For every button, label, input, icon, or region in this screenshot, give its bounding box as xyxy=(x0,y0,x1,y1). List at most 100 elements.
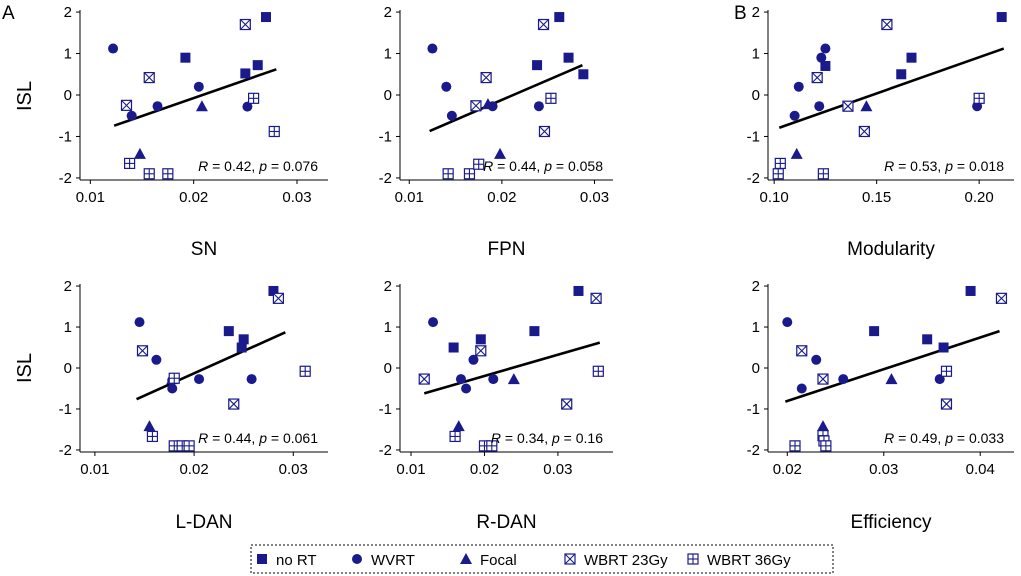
legend-marker xyxy=(257,554,267,564)
data-point-no-rt xyxy=(896,69,907,80)
y-tick-label: 2 xyxy=(752,278,760,295)
plots-area: -2 -1 0 1 2 0.01 0.02 0.03 SN R = 0.42, p = 0.076… xyxy=(59,4,1014,533)
data-point-wbrt-23gy xyxy=(475,345,487,357)
data-point-wvrt xyxy=(820,43,831,54)
y-tick-label: -1 xyxy=(379,128,392,145)
data-point-wbrt-36gy xyxy=(299,365,311,377)
data-point-wvrt xyxy=(814,101,825,112)
data-point-wbrt-36gy xyxy=(248,92,260,104)
x-tick-label: 0.02 xyxy=(179,189,208,206)
data-point-no-rt xyxy=(475,334,486,345)
x-axis-label: Efficiency xyxy=(851,512,932,533)
stat-annotation: R = 0.49, p = 0.033 xyxy=(884,430,1004,446)
y-tick-label: 1 xyxy=(752,319,760,336)
x-tick-label: 0.03 xyxy=(869,461,898,478)
data-point-wvrt xyxy=(455,374,466,385)
scatter-panel-2: -2 -1 0 1 2 0.01 0.02 0.03 FPN R = 0.44, p = 0.05… xyxy=(379,4,613,260)
data-point-no-rt xyxy=(529,326,540,337)
scatter-panel-1: -2 -1 0 1 2 0.01 0.02 0.03 SN R = 0.42, p = 0.076 xyxy=(59,4,328,260)
y-tick-label: -1 xyxy=(747,128,760,145)
data-point-focal xyxy=(133,147,146,159)
y-tick-label: 1 xyxy=(64,319,72,336)
regression-line xyxy=(778,47,1005,129)
y-tick-label: 0 xyxy=(64,87,72,104)
data-point-wbrt-36gy xyxy=(183,440,195,452)
data-point-wbrt-36gy xyxy=(545,92,557,104)
y-tick-label: 0 xyxy=(64,360,72,377)
x-axis-label: Modularity xyxy=(847,239,935,260)
data-point-no-rt xyxy=(906,52,917,63)
y-tick-label: 0 xyxy=(752,360,760,377)
data-point-wbrt-36gy xyxy=(820,440,832,452)
data-point-no-rt xyxy=(261,12,271,23)
data-point-focal xyxy=(816,420,829,432)
data-point-wvrt xyxy=(194,374,205,385)
data-point-wbrt-36gy xyxy=(143,168,155,180)
y-tick-label: 0 xyxy=(384,87,392,104)
data-point-wvrt xyxy=(446,110,457,121)
data-point-no-rt xyxy=(268,285,279,296)
legend-item-wvrt: WVRT xyxy=(352,552,415,569)
y-tick-label: 1 xyxy=(384,46,392,63)
data-point-wbrt-23gy xyxy=(881,18,893,31)
legend-marker xyxy=(564,553,576,565)
legend-label: Focal xyxy=(480,552,517,569)
x-axis-label: L-DAN xyxy=(175,512,232,533)
data-point-wbrt-36gy xyxy=(168,372,180,384)
y-tick-label: -2 xyxy=(747,442,760,459)
legend-item-no-rt: no RT xyxy=(257,552,317,569)
data-point-no-rt xyxy=(252,60,263,71)
data-point-wvrt xyxy=(796,383,807,394)
x-tick-label: 0.03 xyxy=(580,189,609,206)
stat-annotation: R = 0.44, p = 0.061 xyxy=(198,430,318,446)
data-point-wbrt-36gy xyxy=(772,168,784,180)
y-tick-label: -1 xyxy=(379,401,392,418)
data-point-no-rt xyxy=(180,52,191,63)
data-point-wvrt xyxy=(782,317,793,328)
data-point-wvrt xyxy=(811,354,822,365)
data-point-no-rt xyxy=(554,12,565,23)
y-tick-label: -2 xyxy=(59,170,72,187)
data-point-wbrt-36gy xyxy=(774,157,786,170)
y-axis-label-bottom: ISL xyxy=(14,353,36,383)
y-tick-label: 1 xyxy=(752,46,760,63)
legend-item-wbrt-23gy: WBRT 23Gy xyxy=(564,552,668,569)
data-point-wbrt-23gy xyxy=(796,345,808,357)
stat-annotation: R = 0.34, p = 0.16 xyxy=(491,430,603,446)
regression-line xyxy=(423,341,601,395)
x-tick-label: 0.01 xyxy=(396,461,425,478)
legend-box xyxy=(250,544,834,574)
y-tick-label: 1 xyxy=(64,46,72,63)
data-point-wbrt-36gy xyxy=(592,365,604,377)
data-point-wbrt-23gy xyxy=(418,373,430,385)
y-tick-label: -2 xyxy=(747,170,760,187)
regression-line xyxy=(429,63,583,133)
data-point-focal xyxy=(507,373,520,385)
data-point-focal xyxy=(195,100,208,112)
stat-annotation: R = 0.53, p = 0.018 xyxy=(884,158,1004,174)
x-tick-label: 0.02 xyxy=(487,189,516,206)
x-tick-label: 0.20 xyxy=(965,189,994,206)
data-point-no-rt xyxy=(996,12,1007,23)
stat-annotation: R = 0.42, p = 0.076 xyxy=(198,158,318,174)
data-point-wbrt-23gy xyxy=(561,398,573,410)
panel-letter-a: A xyxy=(2,3,15,24)
data-point-wbrt-36gy xyxy=(162,168,174,180)
data-point-no-rt xyxy=(448,342,459,353)
data-point-wbrt-23gy xyxy=(537,18,550,31)
data-point-no-rt xyxy=(563,52,574,63)
data-point-no-rt xyxy=(573,285,584,296)
data-point-wvrt xyxy=(152,101,163,112)
data-point-wbrt-36gy xyxy=(268,125,280,138)
regression-line xyxy=(136,331,286,401)
y-tick-label: 2 xyxy=(752,4,760,21)
y-tick-label: 1 xyxy=(384,319,392,336)
data-point-wvrt xyxy=(151,354,162,365)
x-tick-label: 0.01 xyxy=(395,189,424,206)
data-point-wvrt xyxy=(193,81,204,92)
data-point-no-rt xyxy=(532,60,543,71)
x-tick-label: 0.03 xyxy=(282,189,311,206)
data-point-wvrt xyxy=(838,374,849,385)
y-tick-label: -2 xyxy=(379,442,392,459)
x-tick-label: 0.02 xyxy=(470,461,499,478)
